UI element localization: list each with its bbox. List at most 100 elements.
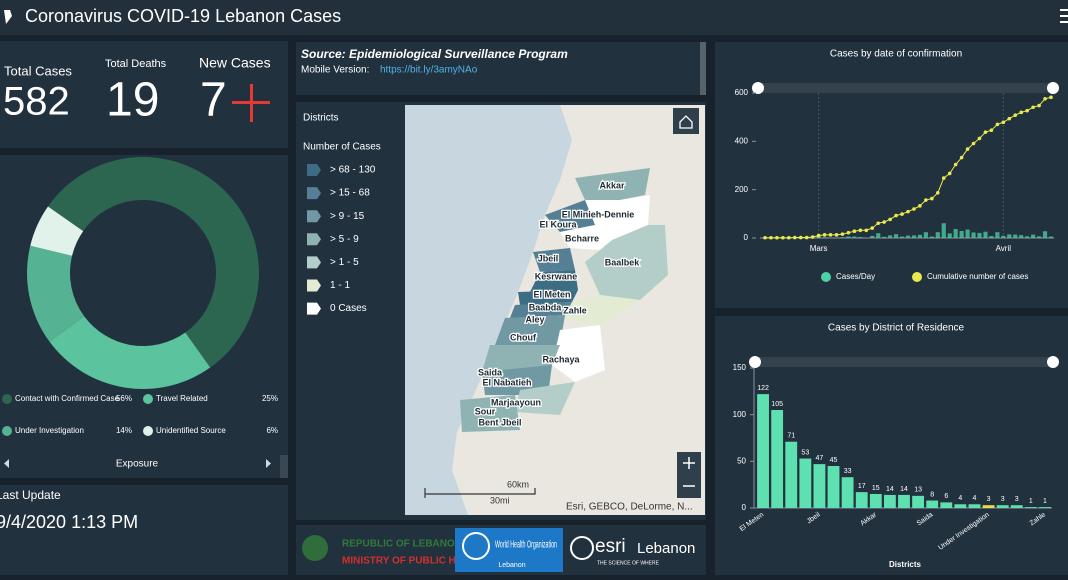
legend-dot — [912, 272, 922, 282]
day-bar — [1036, 236, 1042, 238]
cumulative-point — [1043, 97, 1047, 101]
legend-value: 25% — [262, 394, 278, 403]
bar — [954, 504, 967, 508]
cumulative-point — [858, 228, 863, 233]
day-bar — [905, 235, 911, 238]
menu-icon[interactable] — [1060, 9, 1068, 23]
range-slider[interactable] — [749, 356, 1059, 368]
day-bar — [935, 232, 940, 238]
legend-label: 1 - 1 — [330, 280, 350, 291]
prev-arrow[interactable] — [4, 459, 9, 468]
legend-dot — [821, 272, 831, 282]
value-label: 14 — [900, 486, 908, 493]
donut-slice — [47, 157, 259, 368]
bar — [855, 492, 868, 508]
cumulative-point — [971, 141, 976, 146]
moph-line: REPUBLIC OF LEBANON — [342, 539, 462, 550]
district-label: El Koura — [539, 219, 577, 229]
legend-swatch — [307, 302, 321, 315]
value-label: 47 — [816, 455, 824, 462]
cumulative-point — [900, 212, 904, 216]
legend-swatch — [307, 279, 321, 292]
scale-km: 60km — [507, 479, 529, 489]
value-label: 17 — [858, 483, 866, 490]
moph-emblem — [302, 535, 328, 561]
cumulative-point — [816, 233, 821, 238]
day-bar — [917, 234, 923, 238]
home-button[interactable] — [673, 108, 699, 134]
timeline-panel — [715, 42, 1068, 308]
esri-word: esri — [595, 536, 626, 557]
day-bar — [911, 235, 917, 238]
district-label: Baalbek — [605, 257, 641, 267]
x-axis-title: Districts — [889, 560, 922, 569]
cumulative-point — [930, 196, 934, 201]
cumulative-point — [1025, 108, 1029, 113]
cumulative-point — [1007, 116, 1012, 121]
stats-panel — [0, 41, 288, 148]
mobile-link[interactable]: https://bit.ly/3amyNAo — [380, 65, 478, 76]
esri-tagline: THE SCIENCE OF WHERE — [597, 560, 660, 566]
stat-value: 19 — [106, 74, 159, 127]
bar — [869, 494, 882, 508]
cumulative-point — [804, 235, 809, 240]
cumulative-point — [769, 235, 773, 240]
legend-label: Cases/Day — [836, 272, 875, 281]
cumulative-point — [977, 136, 982, 141]
day-bar — [1001, 235, 1006, 238]
cumulative-point — [888, 217, 892, 222]
value-label: 8 — [930, 491, 934, 498]
day-bar — [989, 236, 994, 238]
district-label: Sour — [475, 406, 496, 416]
legend-label: 0 Cases — [330, 303, 367, 314]
cumulative-point — [947, 171, 952, 176]
day-bar — [840, 237, 845, 238]
cumulative-point — [995, 122, 1000, 127]
cumulative-point — [822, 233, 827, 237]
y-tick-label: 600 — [735, 88, 749, 97]
day-bar — [941, 223, 946, 238]
bar — [912, 495, 925, 508]
value-label: 33 — [844, 468, 852, 475]
day-bar — [852, 236, 857, 238]
stat-value: 582 — [3, 80, 70, 124]
scrollbar[interactable] — [700, 42, 706, 95]
value-label: 4 — [973, 495, 977, 502]
bar — [1039, 507, 1051, 508]
range-slider[interactable] — [752, 82, 1059, 94]
bar — [785, 441, 798, 508]
district-label: Saida — [478, 367, 503, 377]
legend-dot — [2, 394, 12, 404]
chart-title: Cases by District of Residence — [828, 323, 965, 334]
bar — [1010, 505, 1023, 508]
update-value: 9/4/2020 1:13 PM — [0, 512, 138, 532]
y-tick-label: 100 — [733, 410, 747, 419]
y-tick-label: 150 — [733, 363, 747, 372]
day-bar — [959, 230, 964, 238]
day-bar — [870, 235, 875, 238]
day-bar — [858, 237, 863, 238]
nav-edge — [280, 455, 288, 478]
cumulative-point — [828, 233, 833, 237]
donut-slice — [27, 245, 85, 342]
cumulative-point — [924, 198, 928, 202]
legend-dot — [143, 394, 153, 404]
attribution: Esri, GEBCO, DeLorme, N... — [566, 502, 693, 513]
cumulative-point — [840, 232, 845, 236]
cumulative-point — [935, 191, 940, 195]
cumulative-point — [792, 235, 797, 240]
district-label: Baabda — [529, 302, 563, 312]
day-bar — [947, 233, 952, 238]
exposure-label: Exposure — [116, 459, 159, 470]
day-bar — [953, 229, 958, 238]
value-label: 13 — [914, 487, 922, 494]
cumulative-point — [906, 209, 910, 214]
value-label: 3 — [1001, 496, 1005, 503]
value-label: 53 — [801, 449, 809, 456]
who-box — [455, 528, 563, 572]
day-bar — [876, 233, 881, 238]
next-arrow[interactable] — [266, 459, 271, 468]
day-bar — [1007, 234, 1012, 238]
